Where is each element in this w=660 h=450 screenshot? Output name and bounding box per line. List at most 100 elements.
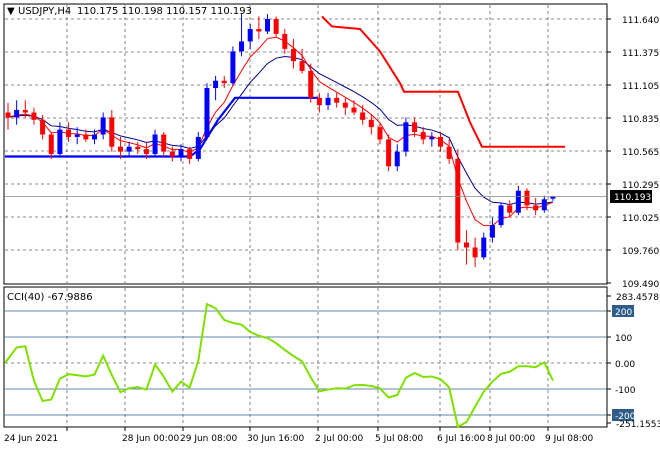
cci-tick-label: 283.4578 [616,293,659,303]
candle [66,122,72,142]
candle [213,75,219,101]
candle [40,114,46,140]
candle-body [100,117,106,135]
candle [169,146,175,162]
candle-body [351,107,357,113]
candle-body [239,41,245,52]
candle-body [463,242,469,248]
dropdown-arrow-icon[interactable]: ▼ [7,6,15,17]
candle [489,217,495,243]
candle-body [273,19,279,34]
candle-body [403,122,409,152]
candle [455,149,461,250]
cci-grid [66,288,549,426]
candle-body [213,80,219,89]
price-panel[interactable] [3,3,608,285]
candle-body [438,136,443,147]
symbol-timeframe: USDJPY,H4 [18,6,71,17]
moving-averages [7,36,554,227]
candle [14,100,20,125]
candle-body [14,110,20,118]
price-tick-label: 109.760 [622,247,659,257]
candle [290,38,296,69]
candle [325,92,331,111]
candle [377,122,383,145]
candle-body [507,205,513,213]
candle-body [455,158,461,243]
candle [5,102,11,130]
candle [247,23,253,49]
candle-body [360,112,366,120]
time-axis: 24 Jun 2021 28 Jun 00:00 29 Jun 08:00 30 Ju… [4,427,594,444]
cci-line [4,302,554,429]
candle-body [481,237,487,258]
candle-body [48,134,54,155]
candle-body [308,70,314,98]
candle [420,127,426,145]
time-tick-label: 24 Jun 2021 [4,434,58,444]
candle-body [187,149,193,159]
candle-body [334,97,340,103]
cci-panel[interactable] [3,286,608,428]
candle-body [230,51,236,84]
candle [524,188,530,211]
candle [316,92,322,113]
candle-body [446,146,452,159]
candle-body [178,149,184,157]
candle [230,46,236,86]
current-price-tag [610,189,652,203]
candle [342,97,348,115]
candle-body [420,132,426,140]
cci-tick-label: -251.1553 [616,420,660,430]
candle [161,132,167,157]
candle [178,144,184,162]
candle [100,112,106,140]
candle [109,110,115,152]
candle [446,139,452,164]
candle-body [169,151,175,157]
cci-tick-label: 0.00 [615,360,635,370]
candle-body [92,134,97,140]
candle [57,122,63,157]
candle [282,28,288,54]
time-tick-label: 2 Jul 00:00 [315,434,364,444]
candle-body [550,196,556,199]
candle [438,132,443,152]
candles [5,14,556,268]
candle-body [524,190,530,206]
candle-body [282,33,288,49]
candle [463,230,469,265]
candle [273,16,279,37]
price-axis: 111.640 111.375 111.105 110.835 110.565 110.2… [607,16,659,290]
cci-tick-label: 100 [615,334,632,344]
candle-body [472,247,478,258]
candle-body [325,97,331,106]
time-tick-label: 6 Jul 16:00 [437,434,486,444]
cci-level-tag [612,409,634,421]
cci-title: CCI(40) -67.9886 [7,292,93,303]
candle [83,129,89,142]
candle-body [22,110,28,113]
candle [239,14,245,57]
candle-body [342,102,348,108]
candle [429,132,435,147]
candle-body [265,19,270,32]
time-tick-label: 30 Jun 16:00 [247,434,304,444]
candle [541,195,547,213]
cci-level-tag [612,305,634,317]
candle [187,146,193,164]
candle [256,16,262,39]
candle-body [109,117,115,147]
candle-body [152,134,158,155]
candle-body [117,146,123,152]
candle [472,237,478,268]
candle [74,127,80,145]
candle-body [195,136,201,159]
candle-body [368,119,374,128]
candle-body [221,80,227,84]
candle-body [515,190,521,213]
candle [386,134,392,172]
candle-body [541,199,547,211]
time-tick-label: 28 Jun 00:00 [122,434,179,444]
